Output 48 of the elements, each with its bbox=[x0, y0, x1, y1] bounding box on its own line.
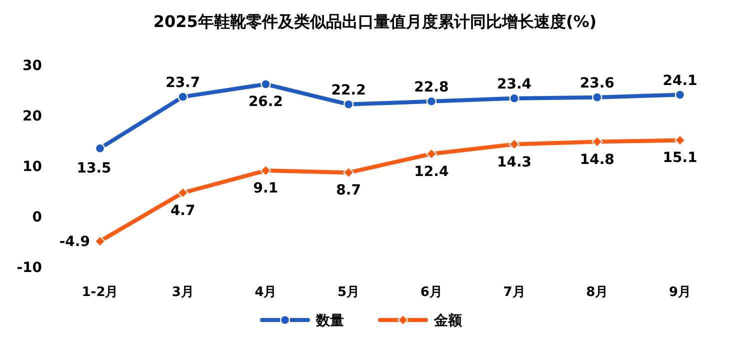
data-label: -4.9 bbox=[59, 234, 90, 250]
point bbox=[94, 143, 106, 154]
point bbox=[343, 99, 354, 110]
x-tick-label: 4月 bbox=[254, 285, 277, 300]
y-tick-label: -10 bbox=[16, 260, 42, 276]
x-tick-label: 5月 bbox=[338, 285, 360, 300]
data-label: 13.5 bbox=[76, 160, 112, 176]
point bbox=[94, 236, 106, 247]
x-tick-label: 8月 bbox=[586, 285, 608, 300]
data-label: 15.1 bbox=[662, 150, 698, 166]
point bbox=[343, 167, 354, 178]
data-label: 23.7 bbox=[166, 74, 200, 91]
legend-label: 数量 bbox=[315, 313, 344, 329]
x-tick-label: 7月 bbox=[503, 285, 526, 300]
y-tick-label: 20 bbox=[22, 108, 42, 124]
point bbox=[592, 92, 602, 102]
data-label: 24.1 bbox=[662, 72, 698, 89]
y-tick-label: 10 bbox=[22, 159, 42, 175]
x-tick-label: 1-2月 bbox=[82, 285, 118, 300]
data-label: 12.4 bbox=[414, 164, 449, 180]
point bbox=[260, 165, 272, 176]
point bbox=[426, 148, 437, 160]
data-label: 22.8 bbox=[414, 79, 449, 96]
point bbox=[178, 92, 188, 102]
data-label: 22.2 bbox=[331, 82, 366, 98]
x-tick-label: 9月 bbox=[668, 285, 692, 300]
x-tick-label: 6月 bbox=[420, 285, 442, 300]
point bbox=[426, 96, 437, 106]
point bbox=[509, 93, 520, 104]
data-label: 23.6 bbox=[580, 75, 614, 92]
data-label: 23.4 bbox=[497, 76, 532, 92]
chart-title: 2025年鞋靴零件及类似品出口量值月度累计同比增长速度(%) bbox=[153, 12, 597, 31]
y-tick-label: 0 bbox=[32, 210, 42, 226]
data-label: 8.7 bbox=[336, 182, 361, 199]
y-tick-label: 30 bbox=[22, 58, 42, 74]
legend-label: 金额 bbox=[433, 312, 463, 329]
x-tick-label: 3月 bbox=[172, 285, 194, 300]
point bbox=[177, 187, 188, 198]
point bbox=[674, 90, 686, 100]
point bbox=[592, 136, 603, 148]
data-label: 26.2 bbox=[248, 94, 283, 110]
point bbox=[508, 138, 520, 150]
data-label: 14.8 bbox=[580, 152, 614, 168]
data-label: 4.7 bbox=[170, 202, 196, 219]
data-label: 9.1 bbox=[253, 180, 278, 197]
data-label: 14.3 bbox=[497, 154, 532, 170]
point bbox=[674, 134, 686, 146]
point bbox=[260, 79, 271, 90]
